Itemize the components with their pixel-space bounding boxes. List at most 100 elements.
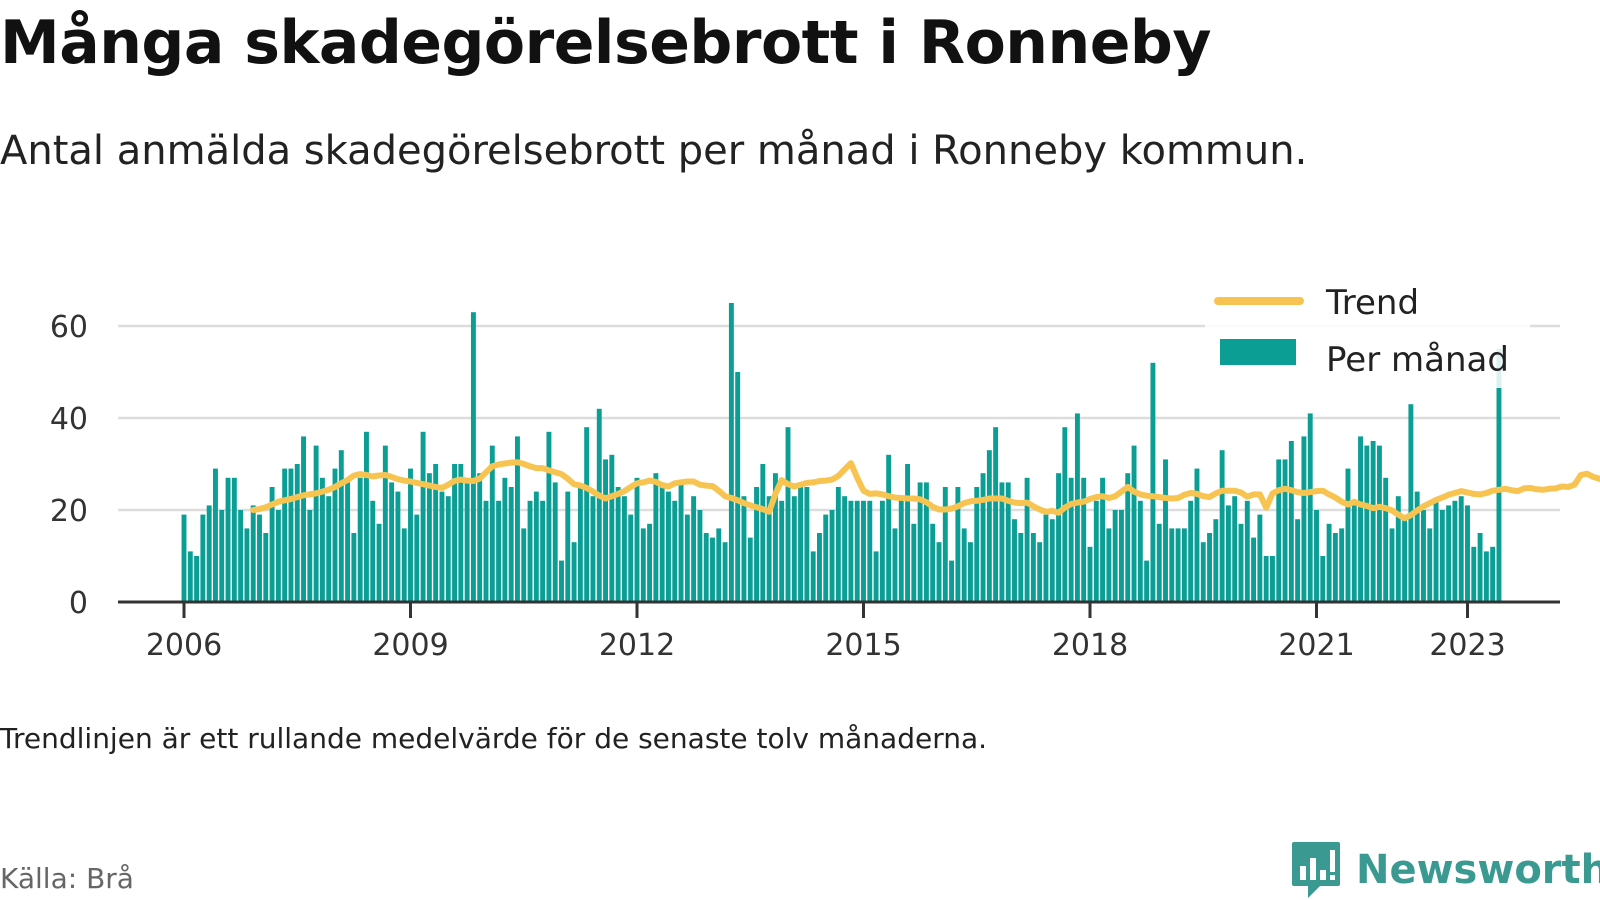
x-tick-label: 2023 [1429, 628, 1505, 663]
bar [917, 482, 923, 602]
bar [1276, 459, 1282, 602]
bar [508, 487, 514, 602]
bar [408, 468, 413, 602]
bar [263, 533, 269, 602]
bar [1439, 510, 1445, 602]
bar [445, 496, 451, 602]
bar [200, 514, 206, 602]
bar [1119, 510, 1124, 602]
bar [905, 464, 910, 602]
bar [439, 491, 445, 602]
bar [684, 514, 690, 602]
bar [980, 473, 986, 602]
bar [1414, 491, 1420, 602]
bar [1137, 500, 1143, 602]
bar [779, 500, 785, 602]
bar [961, 528, 967, 602]
bar [1181, 528, 1187, 602]
bar [640, 528, 646, 602]
chart-area: 0 20 40 60 2006 2009 2012 2015 2018 2021 2023 Tren… [50, 276, 1600, 663]
bar [785, 427, 791, 602]
bar [1452, 500, 1458, 602]
bar [181, 514, 187, 602]
bar [1068, 477, 1074, 602]
bar [603, 459, 608, 602]
bar [338, 450, 344, 602]
bar [1288, 441, 1294, 602]
bar [313, 445, 319, 602]
bar [810, 551, 816, 602]
bar [628, 514, 634, 602]
bar [842, 496, 848, 602]
bar [596, 408, 602, 602]
x-tick-label: 2009 [372, 628, 448, 663]
bar [1225, 505, 1231, 602]
bar [710, 537, 715, 602]
bar [1408, 404, 1414, 602]
legend-background [1205, 276, 1530, 388]
bar [634, 477, 640, 602]
bar [1376, 445, 1382, 602]
bar [433, 464, 439, 602]
bar [1421, 510, 1426, 602]
bar [703, 533, 709, 602]
bar [911, 523, 917, 602]
bar [1301, 436, 1307, 602]
bar [1270, 556, 1275, 602]
brand-name: Newsworthy [1356, 847, 1600, 893]
bar [873, 551, 879, 602]
bar [1351, 505, 1357, 602]
bar [1358, 436, 1363, 602]
bar [1383, 477, 1389, 602]
bar [798, 487, 804, 602]
bar [1219, 450, 1225, 602]
bar [999, 482, 1005, 602]
x-tick-label: 2015 [825, 628, 901, 663]
bar [766, 496, 772, 602]
bar [716, 528, 722, 602]
bar [477, 473, 483, 602]
bar [923, 482, 929, 602]
bar [527, 500, 533, 602]
bar [1200, 542, 1206, 602]
bar [294, 464, 300, 602]
bar [521, 528, 527, 602]
bar [1156, 523, 1162, 602]
bar [1144, 560, 1150, 602]
bar [1024, 477, 1030, 602]
bar [401, 528, 407, 602]
bar [1427, 528, 1433, 602]
bar [1232, 496, 1238, 602]
bar [559, 560, 564, 602]
bar [452, 464, 457, 602]
chart-subtitle: Antal anmälda skadegörelsebrott per måna… [0, 128, 1308, 174]
bar [1295, 519, 1301, 602]
bar [728, 303, 734, 602]
bar [357, 477, 363, 602]
bar [898, 496, 904, 602]
bar [993, 427, 999, 602]
bar [1326, 523, 1332, 602]
bar [1087, 546, 1093, 602]
bar [829, 510, 835, 602]
bar [257, 514, 262, 602]
bar [1496, 349, 1502, 602]
bar [1106, 528, 1112, 602]
bar [571, 542, 577, 602]
bar [1320, 556, 1326, 602]
bar [1188, 500, 1194, 602]
bar [647, 523, 653, 602]
bar [464, 482, 470, 602]
bar [414, 514, 420, 602]
bar [364, 431, 369, 602]
bar [879, 500, 885, 602]
legend-bar-label: Per månad [1326, 340, 1509, 380]
bar [288, 468, 294, 602]
bar [1037, 542, 1043, 602]
bar [1402, 519, 1408, 602]
bar [986, 450, 992, 602]
bar [1131, 445, 1137, 602]
bar [332, 468, 338, 602]
bar [540, 500, 546, 602]
bar [823, 514, 829, 602]
